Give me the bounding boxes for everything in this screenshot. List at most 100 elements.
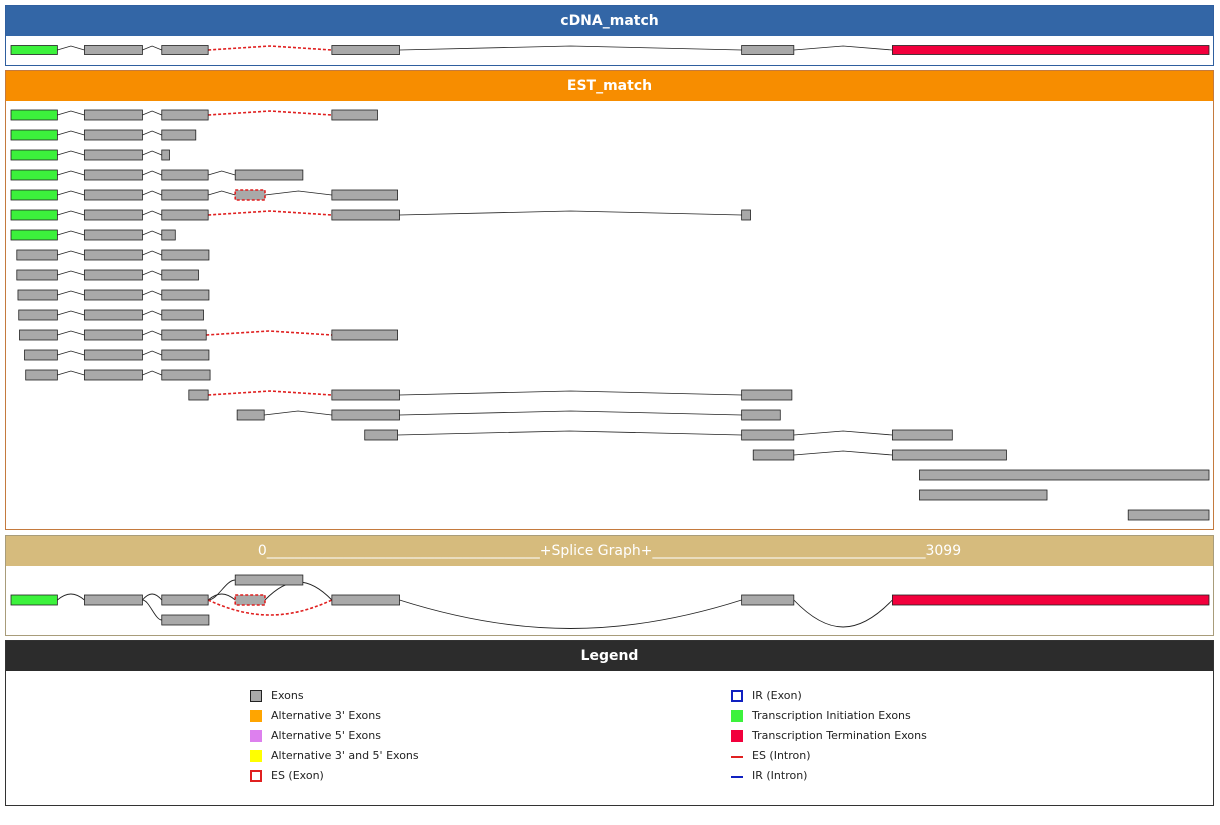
est-intron [57,350,85,356]
est-row [10,209,751,221]
est-row [24,349,210,361]
splice-graph-es-edge [207,599,333,616]
legend-panel: Legend Exons Alternative 3' Exons Alternat… [5,640,1214,806]
est-exon [891,449,1007,461]
est-intron [208,190,236,196]
est-intron [142,130,162,136]
cdna-intron [793,45,893,51]
legend-item-label: IR (Exon) [752,689,802,702]
est-exon [161,109,209,121]
cdna-intron [57,45,85,51]
est-exon [161,229,176,241]
est-intron [208,210,332,216]
cdna-intron [399,45,742,51]
est-exon [1127,509,1210,521]
est-exon [84,209,143,221]
est-intron [793,450,893,456]
est-row [919,489,1048,501]
splice-graph-edge [207,593,236,601]
ir-intron-swatch [731,776,743,778]
est-exon [161,209,209,221]
legend-item-label: Alternative 3' and 5' Exons [271,749,419,762]
est-exon [331,109,378,121]
est-row [10,169,304,181]
legend-item-label: Transcription Initiation Exons [752,709,911,722]
splice-graph-edge [208,579,236,601]
est-intron [397,430,742,436]
est-row [18,309,204,321]
est-exon [234,189,266,201]
est-exon [16,269,58,281]
alt5-swatch [250,730,262,742]
est-row [19,329,398,341]
est-match-title: EST_match [6,71,1213,101]
est-exon [161,349,210,361]
est-exon [188,389,209,401]
legend-item-label: ES (Exon) [271,769,324,782]
cdna-track [10,45,1210,55]
est-exon [84,309,143,321]
est-intron [208,110,332,116]
es-intron-swatch [731,756,743,758]
legend-item-label: Alternative 3' Exons [271,709,381,722]
splice-graph-edge [57,593,85,601]
est-intron [57,110,85,116]
splice-graph-edge [793,599,893,628]
alt3-swatch [250,710,262,722]
splice-graph-exon [331,594,400,606]
est-intron [57,370,85,376]
est-row [10,189,398,201]
est-row [10,129,197,141]
est-intron [142,250,162,256]
est-intron [142,170,162,176]
splice-graph-exon [161,594,209,606]
est-row [919,469,1210,481]
cdna-initiation-exon [10,45,58,55]
legend-item-label: Exons [271,689,304,702]
est-intron [206,330,332,336]
cdna-exon [331,45,400,55]
est-tracks [10,109,1210,521]
est-row [1127,509,1210,521]
est-intron [793,430,893,436]
est-exon [161,129,197,141]
cdna-match-title: cDNA_match [6,6,1213,36]
est-intron [208,390,332,396]
alt35-swatch [250,750,262,762]
est-exon [84,269,143,281]
est-intron [57,130,85,136]
cdna-intron [208,45,332,51]
est-intron [142,350,162,356]
est-row [188,389,793,401]
es-exon-swatch [250,770,262,782]
est-intron [142,330,162,336]
est-initiation-exon [10,129,58,141]
est-exon [161,309,204,321]
splice-graph-exon [741,594,795,606]
est-row [236,409,781,421]
est-intron [264,410,332,416]
est-row [25,369,211,381]
est-intron [399,410,742,416]
termination-swatch [731,730,743,742]
est-exon [161,289,210,301]
est-exon [741,409,781,421]
est-intron [57,170,85,176]
splice-graph-edge [142,599,162,621]
est-initiation-exon [10,169,58,181]
splice-graph-edge [142,593,163,601]
est-intron [57,210,85,216]
cdna-exon [161,45,209,55]
est-exon [84,249,143,261]
initiation-swatch [731,710,743,722]
cdna-exon [84,45,143,55]
est-exon [234,169,304,181]
splice-graph-track [10,574,1210,629]
est-exon [236,409,265,421]
legend-item-label: Transcription Termination Exons [752,729,927,742]
est-exon [331,389,400,401]
est-intron [142,190,162,196]
est-intron [142,110,162,116]
est-initiation-exon [10,229,58,241]
splice-graph-panel: 0_______________________________________… [5,535,1214,636]
